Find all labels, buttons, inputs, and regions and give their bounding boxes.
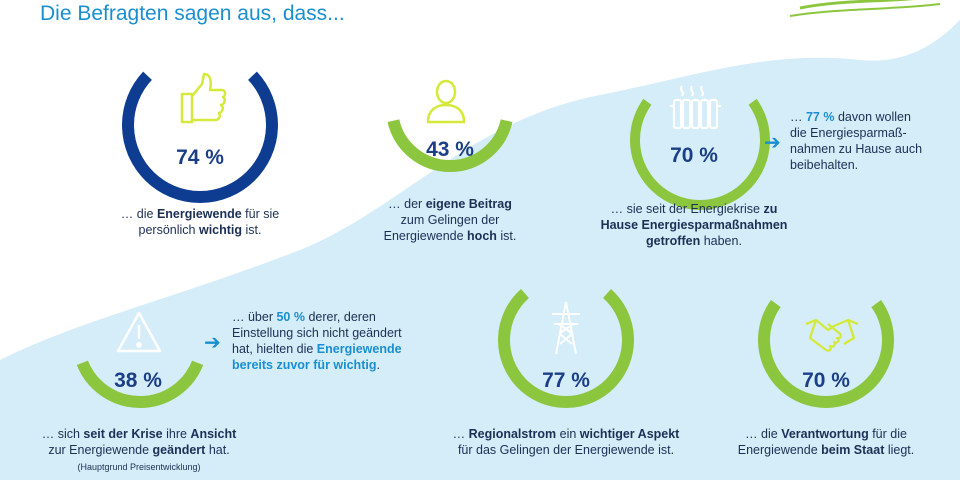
- caption-contribution: … der eigene Beitrag zum Gelingen der En…: [383, 197, 517, 243]
- radiator-icon: [670, 85, 721, 130]
- stat-74-percent: 74 %: [176, 146, 224, 169]
- note-changed: … über 50 % derer, deren Einstellung sic…: [232, 310, 402, 372]
- stat-70-percent-measures: 70 %: [670, 144, 718, 167]
- person-icon: [426, 79, 466, 124]
- ring-arc-important: [122, 71, 278, 203]
- warning-icon: [116, 311, 162, 353]
- arrow-right-icon: ➔: [204, 332, 221, 354]
- note-measures: … 77 % davon wollen die Energiesparmaß- …: [790, 110, 923, 172]
- light-blue-wave: [0, 20, 960, 480]
- caption-state: … die Verantwortung für die Energiewende…: [737, 427, 915, 457]
- ring-arc-regional: [498, 289, 634, 408]
- page-subtitle: Die Befragten sagen aus, dass...: [40, 2, 345, 25]
- thumbs-up-icon: [180, 72, 227, 124]
- ring-arc-measures: [630, 98, 770, 210]
- stat-70-percent-state: 70 %: [802, 369, 850, 392]
- stat-77-percent: 77 %: [542, 369, 590, 392]
- caption-regional: … Regionalstrom ein wichtiger Aspekt für…: [452, 427, 680, 457]
- power-pylon-icon: [552, 301, 580, 355]
- arrow-right-icon: ➔: [764, 132, 781, 154]
- logo-swoosh: [799, 0, 915, 10]
- stat-38-percent: 38 %: [114, 369, 162, 392]
- ring-arc-contribution: [387, 119, 513, 172]
- caption-important: … die Energiewende für sie persönlich wi…: [120, 207, 280, 237]
- caption-changed: … sich seit der Krise ihre Ansicht zur E…: [41, 427, 237, 472]
- ring-arc-changed: [76, 360, 204, 408]
- caption-changed-footnote: (Hauptgrund Preisentwicklung): [77, 462, 201, 472]
- ring-arc-state: [758, 300, 894, 408]
- caption-measures: … sie seit der Energiekrise zu Hause Ene…: [600, 202, 788, 248]
- handshake-icon: [805, 318, 859, 352]
- stat-43-percent: 43 %: [426, 138, 474, 161]
